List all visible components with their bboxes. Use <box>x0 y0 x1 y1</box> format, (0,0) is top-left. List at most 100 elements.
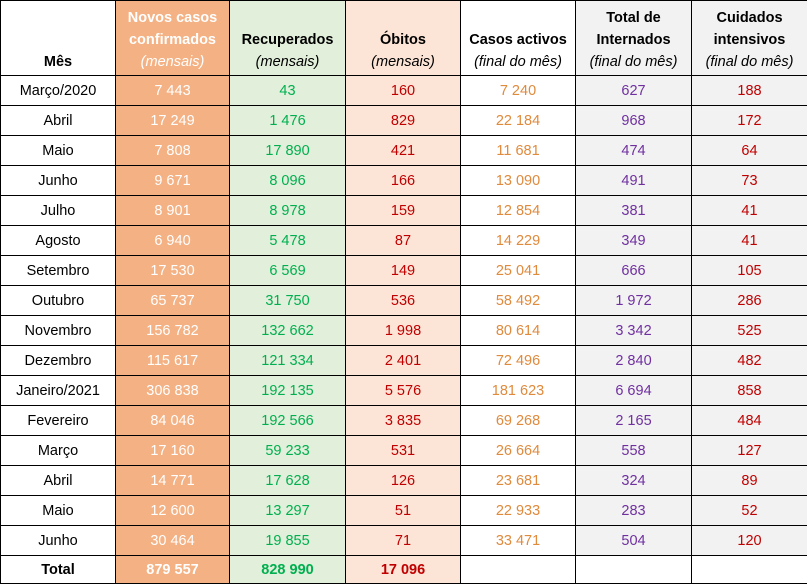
table-row: Outubro 65 737 31 750 536 58 492 1 972 286 <box>0 285 807 316</box>
cell-novos-casos: 65 737 <box>115 285 230 316</box>
cell-internados: 2 165 <box>575 405 692 436</box>
cell-novos-casos: 17 160 <box>115 435 230 466</box>
cell-cuidados-intensivos: 52 <box>691 495 807 526</box>
cell-obitos: 149 <box>345 255 461 286</box>
cell-recuperados: 43 <box>229 75 346 106</box>
cell-mes: Dezembro <box>0 345 116 376</box>
cell-internados: 491 <box>575 165 692 196</box>
total-novos-casos: 879 557 <box>115 555 230 584</box>
total-casos-activos <box>460 555 576 584</box>
cell-novos-casos: 115 617 <box>115 345 230 376</box>
cell-recuperados: 192 135 <box>229 375 346 406</box>
cell-internados: 3 342 <box>575 315 692 346</box>
cell-cuidados-intensivos: 525 <box>691 315 807 346</box>
cell-recuperados: 17 890 <box>229 135 346 166</box>
cell-obitos: 421 <box>345 135 461 166</box>
cell-casos-activos: 80 614 <box>460 315 576 346</box>
cell-casos-activos: 33 471 <box>460 525 576 556</box>
cell-internados: 2 840 <box>575 345 692 376</box>
cell-cuidados-intensivos: 64 <box>691 135 807 166</box>
table-row: Maio 12 600 13 297 51 22 933 283 52 <box>0 495 807 526</box>
total-cuidados <box>691 555 807 584</box>
cell-cuidados-intensivos: 41 <box>691 195 807 226</box>
cell-casos-activos: 22 933 <box>460 495 576 526</box>
cell-internados: 6 694 <box>575 375 692 406</box>
header-total-internados: Total de Internados (final do mês) <box>575 0 692 76</box>
cell-internados: 968 <box>575 105 692 136</box>
cell-casos-activos: 181 623 <box>460 375 576 406</box>
cell-cuidados-intensivos: 120 <box>691 525 807 556</box>
cell-internados: 504 <box>575 525 692 556</box>
cell-obitos: 159 <box>345 195 461 226</box>
cell-obitos: 531 <box>345 435 461 466</box>
cell-novos-casos: 156 782 <box>115 315 230 346</box>
cell-internados: 627 <box>575 75 692 106</box>
cell-novos-casos: 6 940 <box>115 225 230 256</box>
cell-novos-casos: 8 901 <box>115 195 230 226</box>
cell-cuidados-intensivos: 127 <box>691 435 807 466</box>
cell-cuidados-intensivos: 89 <box>691 465 807 496</box>
cell-recuperados: 8 978 <box>229 195 346 226</box>
cell-obitos: 51 <box>345 495 461 526</box>
cell-mes: Julho <box>0 195 116 226</box>
cell-internados: 283 <box>575 495 692 526</box>
cell-obitos: 166 <box>345 165 461 196</box>
header-casos-activos: Casos activos (final do mês) <box>460 0 576 76</box>
cell-internados: 381 <box>575 195 692 226</box>
cell-novos-casos: 30 464 <box>115 525 230 556</box>
cell-casos-activos: 12 854 <box>460 195 576 226</box>
cell-casos-activos: 11 681 <box>460 135 576 166</box>
cell-internados: 1 972 <box>575 285 692 316</box>
table-row: Março/2020 7 443 43 160 7 240 627 188 <box>0 75 807 106</box>
table-row: Junho 9 671 8 096 166 13 090 491 73 <box>0 165 807 196</box>
cell-cuidados-intensivos: 105 <box>691 255 807 286</box>
table-row: Junho 30 464 19 855 71 33 471 504 120 <box>0 525 807 556</box>
cell-recuperados: 13 297 <box>229 495 346 526</box>
cell-novos-casos: 9 671 <box>115 165 230 196</box>
cell-novos-casos: 84 046 <box>115 405 230 436</box>
cell-novos-casos: 17 530 <box>115 255 230 286</box>
table-row: Julho 8 901 8 978 159 12 854 381 41 <box>0 195 807 226</box>
cell-mes: Setembro <box>0 255 116 286</box>
cell-recuperados: 5 478 <box>229 225 346 256</box>
cell-recuperados: 8 096 <box>229 165 346 196</box>
cell-mes: Outubro <box>0 285 116 316</box>
cell-internados: 558 <box>575 435 692 466</box>
cell-internados: 324 <box>575 465 692 496</box>
cell-mes: Junho <box>0 525 116 556</box>
table-row: Novembro 156 782 132 662 1 998 80 614 3 342 52… <box>0 315 807 346</box>
header-mes: Mês <box>0 0 116 76</box>
cell-mes: Maio <box>0 135 116 166</box>
total-row: Total 879 557 828 990 17 096 <box>0 555 807 584</box>
cell-casos-activos: 23 681 <box>460 465 576 496</box>
cell-novos-casos: 14 771 <box>115 465 230 496</box>
cell-recuperados: 17 628 <box>229 465 346 496</box>
cell-recuperados: 1 476 <box>229 105 346 136</box>
cell-cuidados-intensivos: 484 <box>691 405 807 436</box>
cell-mes: Janeiro/2021 <box>0 375 116 406</box>
cell-obitos: 1 998 <box>345 315 461 346</box>
cell-novos-casos: 7 808 <box>115 135 230 166</box>
cell-cuidados-intensivos: 41 <box>691 225 807 256</box>
cell-casos-activos: 14 229 <box>460 225 576 256</box>
cell-obitos: 71 <box>345 525 461 556</box>
cell-obitos: 126 <box>345 465 461 496</box>
cell-casos-activos: 13 090 <box>460 165 576 196</box>
table-row: Janeiro/2021 306 838 192 135 5 576 181 623 6 … <box>0 375 807 406</box>
table-row: Abril 14 771 17 628 126 23 681 324 89 <box>0 465 807 496</box>
cell-obitos: 5 576 <box>345 375 461 406</box>
table-body: Março/2020 7 443 43 160 7 240 627 188 Abril 17 2… <box>0 75 807 556</box>
cell-recuperados: 59 233 <box>229 435 346 466</box>
cell-recuperados: 192 566 <box>229 405 346 436</box>
cell-mes: Abril <box>0 465 116 496</box>
cell-mes: Março <box>0 435 116 466</box>
cell-obitos: 160 <box>345 75 461 106</box>
cell-novos-casos: 12 600 <box>115 495 230 526</box>
cell-casos-activos: 25 041 <box>460 255 576 286</box>
cell-obitos: 2 401 <box>345 345 461 376</box>
cell-recuperados: 132 662 <box>229 315 346 346</box>
table-row: Abril 17 249 1 476 829 22 184 968 172 <box>0 105 807 136</box>
cell-obitos: 87 <box>345 225 461 256</box>
cell-internados: 666 <box>575 255 692 286</box>
